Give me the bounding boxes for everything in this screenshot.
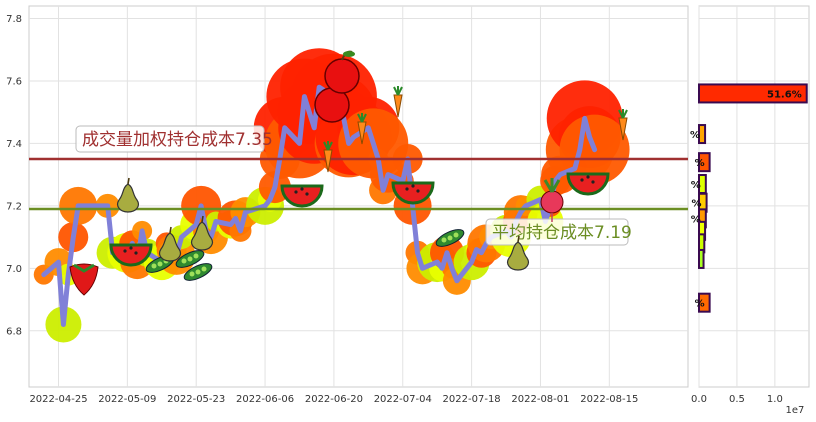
x-tick-label: 2022-08-01 (511, 394, 569, 405)
bar-label: % (691, 214, 701, 225)
bar-rect (698, 83, 808, 104)
x-tick-label: 2022-06-20 (305, 394, 363, 405)
side-grid (698, 6, 809, 387)
side-x-multiplier: 1e7 (786, 405, 805, 416)
radish-icon (540, 178, 564, 222)
x-tick-label: 2022-05-23 (167, 394, 225, 405)
reference-annotation: 平均持仓成本7.19 (485, 218, 632, 246)
apple-icon (324, 50, 360, 94)
peapod-icon (183, 263, 213, 281)
annotation-text: 成交量加权持仓成本7.35 (82, 130, 273, 150)
bar-rect (698, 248, 705, 269)
y-tick-label: 7.8 (6, 14, 22, 25)
annotation-box (485, 218, 629, 246)
side-x-tick-labels: 0.0 0.5 1.0 (691, 394, 783, 405)
x-tick-label: 2022-07-04 (374, 394, 432, 405)
side-x-tick-label: 1.0 (767, 394, 783, 405)
side-plot: 51.6%%%%%%% 0.0 0.5 1.0 1e7 (690, 5, 810, 416)
peapod-icon (435, 229, 465, 247)
strawberry-icon (69, 263, 99, 296)
x-tick-label: 2022-07-18 (443, 394, 501, 405)
pear-icon (507, 235, 529, 271)
decorative-fruit-icons (69, 50, 628, 296)
bar-label: % (695, 158, 705, 169)
distribution-bars: 51.6%%%%%%% (690, 83, 808, 313)
distribution-bar (698, 248, 705, 269)
carrot-icon (393, 86, 403, 118)
side-x-tick-label: 0.0 (691, 394, 707, 405)
main-x-tick-labels: 2022-04-25 2022-05-09 2022-05-23 2022-06-06… (29, 394, 638, 405)
distribution-bar: % (695, 292, 711, 313)
distribution-bar: 51.6% (698, 83, 808, 104)
reference-lines: 成交量加权持仓成本7.35 平均持仓成本7.19 (29, 125, 688, 246)
bar-label: 51.6% (767, 89, 802, 100)
annotation-text: 平均持仓成本7.19 (492, 223, 632, 243)
main-y-tick-labels: 6.8 7.0 7.2 7.4 7.6 7.8 (6, 14, 22, 337)
pear-icon (191, 215, 213, 251)
bar-rect (698, 124, 707, 145)
y-tick-label: 7.4 (6, 139, 22, 150)
annotation-box (75, 125, 265, 153)
y-tick-label: 7.6 (6, 76, 22, 87)
pear-icon (159, 226, 181, 262)
distribution-bar: % (695, 152, 711, 173)
y-tick-label: 7.0 (6, 264, 22, 275)
x-tick-label: 2022-08-15 (580, 394, 638, 405)
y-tick-label: 7.2 (6, 201, 22, 212)
watermelon-icon (391, 181, 435, 205)
y-tick-label: 6.8 (6, 326, 22, 337)
x-tick-label: 2022-04-25 (29, 394, 87, 405)
bar-rect (698, 292, 711, 313)
watermelon-icon (566, 172, 610, 196)
bar-label: % (691, 180, 701, 191)
carrot-icon (323, 141, 333, 173)
bar-label: % (692, 199, 702, 210)
peapod-icon (175, 250, 205, 268)
side-x-tick-label: 0.5 (729, 394, 745, 405)
x-tick-label: 2022-06-06 (236, 394, 294, 405)
distribution-bar: % (690, 124, 707, 145)
bar-label: % (695, 299, 705, 310)
bar-rect (698, 152, 711, 173)
carrot-icon (357, 113, 367, 145)
reference-annotation: 成交量加权持仓成本7.35 (75, 125, 273, 153)
carrot-icon (618, 109, 628, 141)
side-plot-frame (698, 5, 810, 388)
pear-icon (117, 177, 139, 213)
watermelon-icon (109, 243, 153, 267)
bar-label: % (690, 130, 700, 141)
x-tick-label: 2022-05-09 (98, 394, 156, 405)
watermelon-icon (280, 184, 324, 208)
